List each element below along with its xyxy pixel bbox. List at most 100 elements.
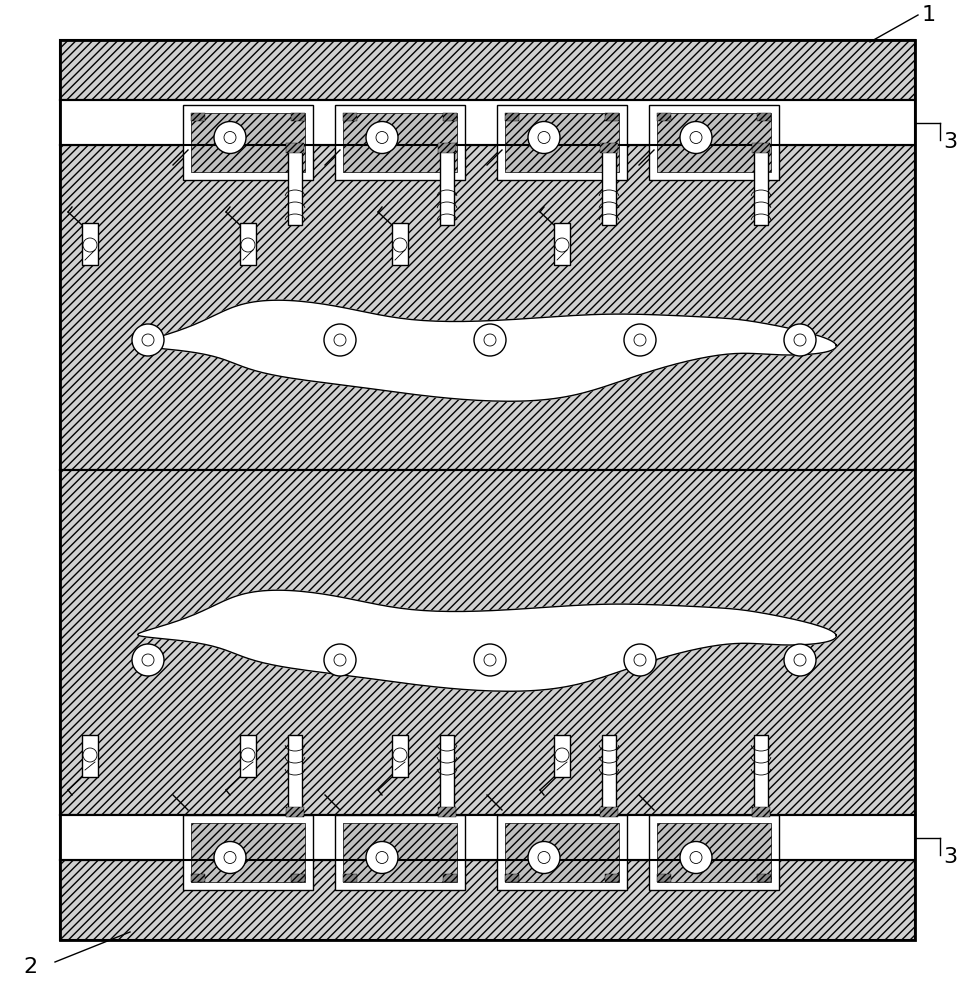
Circle shape (324, 644, 356, 676)
Circle shape (484, 654, 496, 666)
Bar (288, 735, 302, 815)
Bar (183, 105, 313, 180)
Bar (605, 113, 619, 121)
Circle shape (366, 842, 398, 874)
Bar (505, 874, 519, 882)
Circle shape (376, 131, 388, 143)
Bar (392, 735, 408, 777)
Bar (602, 145, 616, 225)
Circle shape (132, 324, 164, 356)
Bar (60, 470, 915, 815)
Bar (497, 105, 627, 180)
Circle shape (555, 748, 569, 762)
Bar (757, 113, 771, 121)
Bar (443, 874, 457, 882)
Circle shape (784, 644, 816, 676)
Circle shape (224, 131, 236, 143)
Circle shape (624, 644, 656, 676)
Bar (335, 815, 465, 890)
Bar (240, 735, 256, 777)
Bar (60, 815, 915, 860)
Bar (440, 735, 454, 815)
Bar (191, 823, 305, 882)
Circle shape (680, 842, 712, 874)
Circle shape (393, 238, 407, 252)
Bar (191, 874, 205, 882)
Bar (288, 145, 302, 225)
Bar (343, 113, 357, 121)
Bar (438, 143, 456, 153)
Circle shape (794, 334, 806, 346)
Circle shape (484, 334, 496, 346)
Bar (757, 874, 771, 882)
Bar (505, 113, 519, 121)
Text: 3: 3 (943, 132, 957, 152)
Text: 3: 3 (943, 847, 957, 867)
Bar (438, 807, 456, 817)
Bar (602, 735, 616, 815)
Bar (554, 223, 570, 265)
Circle shape (334, 334, 346, 346)
Bar (505, 113, 619, 172)
Circle shape (142, 334, 154, 346)
Bar (657, 113, 771, 172)
Bar (343, 823, 457, 882)
Circle shape (241, 238, 255, 252)
Bar (60, 145, 915, 470)
Polygon shape (137, 590, 837, 691)
Bar (82, 735, 98, 777)
Circle shape (366, 121, 398, 153)
Bar (392, 223, 408, 265)
Circle shape (214, 121, 246, 153)
Bar (605, 874, 619, 882)
Circle shape (680, 121, 712, 153)
Bar (291, 874, 305, 882)
Bar (183, 815, 313, 890)
Bar (343, 874, 357, 882)
Circle shape (376, 852, 388, 863)
Bar (754, 735, 768, 815)
Bar (657, 113, 671, 121)
Circle shape (538, 131, 550, 143)
Bar (286, 143, 304, 153)
Circle shape (624, 324, 656, 356)
Bar (752, 143, 770, 153)
Text: 2: 2 (23, 957, 37, 977)
Circle shape (784, 324, 816, 356)
Circle shape (142, 654, 154, 666)
Circle shape (393, 748, 407, 762)
Bar (440, 145, 454, 225)
Bar (443, 113, 457, 121)
Bar (335, 105, 465, 180)
Bar (649, 815, 779, 890)
Bar (286, 807, 304, 817)
Circle shape (474, 324, 506, 356)
Bar (754, 145, 768, 225)
Bar (191, 113, 305, 172)
Bar (752, 807, 770, 817)
Bar (554, 735, 570, 777)
Circle shape (528, 121, 560, 153)
Bar (497, 815, 627, 890)
Bar (291, 113, 305, 121)
Bar (657, 874, 671, 882)
Circle shape (241, 748, 255, 762)
Circle shape (528, 842, 560, 874)
Circle shape (474, 644, 506, 676)
Bar (191, 113, 205, 121)
Bar (60, 40, 915, 940)
Bar (649, 105, 779, 180)
Circle shape (794, 654, 806, 666)
Bar (505, 823, 619, 882)
Circle shape (224, 852, 236, 863)
Circle shape (83, 238, 97, 252)
Circle shape (334, 654, 346, 666)
Circle shape (538, 852, 550, 863)
Bar (82, 223, 98, 265)
Circle shape (132, 644, 164, 676)
Circle shape (324, 324, 356, 356)
Text: 1: 1 (922, 5, 936, 25)
Circle shape (690, 852, 702, 863)
Bar (600, 807, 618, 817)
Circle shape (690, 131, 702, 143)
